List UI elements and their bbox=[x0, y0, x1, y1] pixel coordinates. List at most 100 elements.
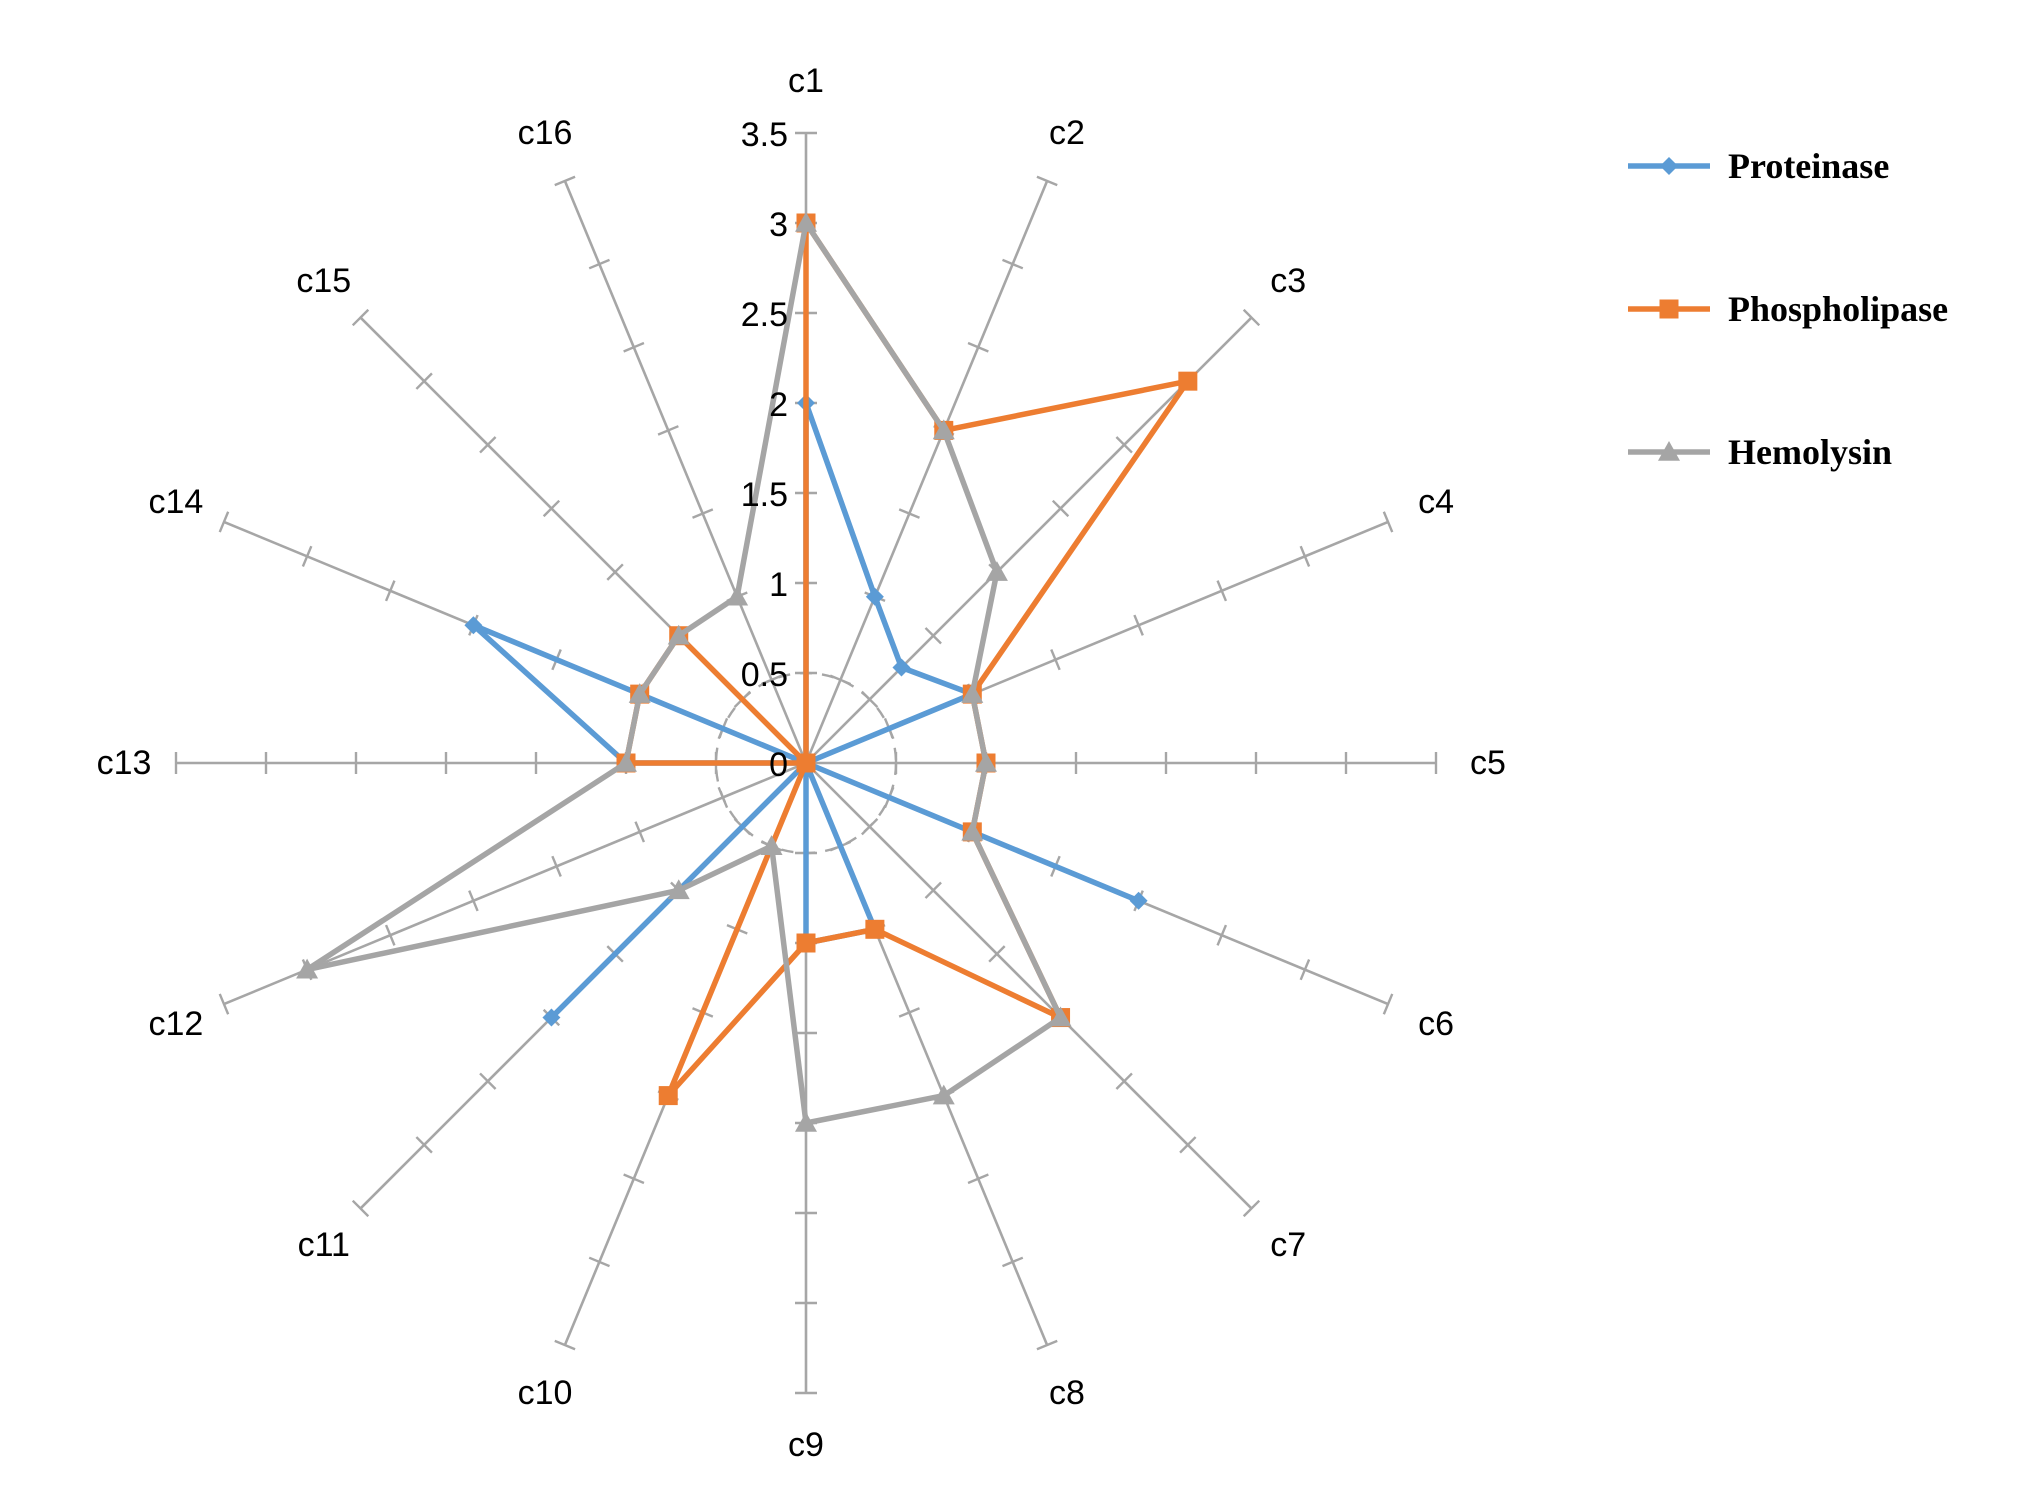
tick-mark-c3-1 bbox=[861, 690, 879, 708]
legend-entry-phospholipase: Phospholipase bbox=[1628, 289, 1948, 329]
tick-mark-c12-5 bbox=[384, 924, 396, 946]
legend-label-hemolysin: Hemolysin bbox=[1728, 432, 1892, 472]
tick-mark-c4-5 bbox=[1216, 580, 1228, 602]
data-point-hemolysin-c14 bbox=[628, 683, 651, 703]
category-label-c9: c9 bbox=[788, 1426, 824, 1464]
tick-label-3: 1.5 bbox=[741, 476, 788, 514]
tick-mark-c2-5 bbox=[967, 341, 989, 353]
tick-mark-c16-3 bbox=[692, 508, 714, 519]
tick-mark-c8-7 bbox=[1036, 1339, 1058, 1351]
tick-mark-c2-1 bbox=[829, 674, 852, 686]
axis-spoke-c2 bbox=[804, 180, 1049, 764]
tick-mark-c6-7 bbox=[1382, 993, 1394, 1015]
data-point-proteinase-c14 bbox=[464, 616, 483, 635]
tick-label-5: 2.5 bbox=[741, 296, 788, 334]
tick-mark-c15-5 bbox=[479, 436, 497, 454]
data-point-hemolysin-c10 bbox=[760, 835, 783, 855]
tick-mark-c3-2 bbox=[924, 627, 942, 645]
tick-mark-c10-6 bbox=[588, 1256, 610, 1268]
data-point-hemolysin-c11 bbox=[667, 879, 690, 900]
category-label-c16: c16 bbox=[518, 114, 573, 152]
tick-mark-c11-5 bbox=[479, 1072, 497, 1090]
category-label-c10: c10 bbox=[518, 1374, 573, 1412]
tick-mark-c2-7 bbox=[1036, 175, 1058, 187]
legend-swatch-marker-hemolysin bbox=[1658, 441, 1680, 461]
tick-mark-c7-7 bbox=[1242, 1199, 1261, 1218]
category-label-c12: c12 bbox=[149, 1005, 204, 1043]
tick-mark-c6-5 bbox=[1216, 924, 1228, 946]
series-hemolysin bbox=[296, 212, 1072, 1132]
data-point-hemolysin-c3 bbox=[985, 561, 1008, 581]
data-point-hemolysin-c12 bbox=[296, 958, 319, 979]
tick-mark-c12-4 bbox=[468, 890, 479, 912]
data-point-phospholipase-c10 bbox=[658, 1086, 678, 1106]
tick-mark-c8-3 bbox=[898, 1007, 920, 1018]
data-point-hemolysin-c6 bbox=[961, 820, 984, 841]
data-point-hemolysin-c2 bbox=[932, 419, 955, 440]
data-point-proteinase-c3 bbox=[892, 658, 911, 677]
tick-mark-c16-7 bbox=[554, 175, 576, 187]
tick-label-2: 1 bbox=[769, 566, 788, 604]
category-label-c1: c1 bbox=[788, 62, 824, 100]
tick-mark-c11-6 bbox=[415, 1136, 433, 1154]
tick-mark-c2-3 bbox=[898, 508, 920, 519]
tick-mark-c12-2 bbox=[634, 821, 646, 843]
tick-mark-c15-7 bbox=[351, 308, 370, 327]
category-label-c15: c15 bbox=[296, 262, 351, 300]
legend-swatch-marker-proteinase bbox=[1660, 157, 1678, 175]
tick-label-6: 3 bbox=[769, 206, 788, 244]
tick-mark-c7-5 bbox=[1115, 1072, 1133, 1090]
legend-swatch-marker-phospholipase bbox=[1659, 299, 1679, 319]
tick-mark-c3-4 bbox=[1051, 499, 1070, 518]
series-phospholipase bbox=[616, 213, 1198, 1106]
legend-entry-proteinase: Proteinase bbox=[1628, 146, 1889, 186]
tick-mark-c4-6 bbox=[1299, 545, 1311, 567]
tick-mark-c10-5 bbox=[623, 1173, 645, 1185]
tick-mark-c12-7 bbox=[218, 993, 230, 1015]
tick-mark-c4-7 bbox=[1382, 511, 1394, 533]
chart-legend: Proteinase Phospholipase Hemolysin bbox=[1628, 146, 1948, 472]
data-point-hemolysin-c8 bbox=[932, 1084, 955, 1105]
tick-mark-c3-7 bbox=[1242, 308, 1261, 327]
data-point-hemolysin-c7 bbox=[1049, 1006, 1072, 1027]
tick-mark-c4-3 bbox=[1050, 649, 1061, 671]
tick-mark-c15-4 bbox=[542, 499, 561, 518]
data-point-hemolysin-c1 bbox=[795, 212, 817, 232]
legend-entry-hemolysin: Hemolysin bbox=[1628, 432, 1892, 472]
data-point-proteinase-c11 bbox=[542, 1008, 561, 1027]
category-label-c13: c13 bbox=[97, 744, 152, 782]
data-point-proteinase-c6 bbox=[1129, 891, 1148, 910]
tick-mark-c10-7 bbox=[554, 1339, 576, 1351]
tick-mark-c14-5 bbox=[384, 580, 396, 602]
axis-spoke-c7 bbox=[805, 762, 1253, 1210]
tick-mark-c4-4 bbox=[1133, 614, 1144, 636]
tick-label-1: 0.5 bbox=[741, 656, 788, 694]
data-point-hemolysin-c16 bbox=[726, 585, 749, 606]
category-label-c11: c11 bbox=[298, 1226, 350, 1264]
data-point-hemolysin-c4 bbox=[961, 683, 984, 703]
tick-mark-c16-6 bbox=[588, 258, 610, 270]
data-point-hemolysin-c9 bbox=[795, 1112, 817, 1132]
category-label-c6: c6 bbox=[1418, 1005, 1454, 1043]
data-point-hemolysin-c5 bbox=[975, 752, 997, 772]
tick-mark-c7-6 bbox=[1179, 1136, 1197, 1154]
tick-mark-c15-3 bbox=[606, 563, 624, 581]
category-label-c7: c7 bbox=[1270, 1226, 1306, 1264]
tick-mark-c12-1 bbox=[717, 786, 729, 809]
chart-series bbox=[296, 212, 1198, 1132]
tick-mark-c7-3 bbox=[988, 945, 1006, 963]
tick-label-0: 0 bbox=[769, 746, 788, 784]
category-label-c4: c4 bbox=[1418, 483, 1454, 521]
tick-mark-c12-3 bbox=[551, 855, 562, 877]
tick-mark-c7-2 bbox=[924, 881, 942, 899]
category-label-c5: c5 bbox=[1470, 744, 1506, 782]
series-line-hemolysin bbox=[304, 220, 1064, 1126]
tick-mark-c14-7 bbox=[218, 511, 230, 533]
legend-label-phospholipase: Phospholipase bbox=[1728, 289, 1948, 329]
tick-mark-c15-6 bbox=[415, 372, 433, 390]
data-point-phospholipase-c3 bbox=[1178, 371, 1198, 391]
data-point-hemolysin-c13 bbox=[615, 752, 637, 772]
data-point-phospholipase-c8 bbox=[865, 919, 885, 939]
series-line-phospholipase bbox=[623, 220, 1191, 1099]
